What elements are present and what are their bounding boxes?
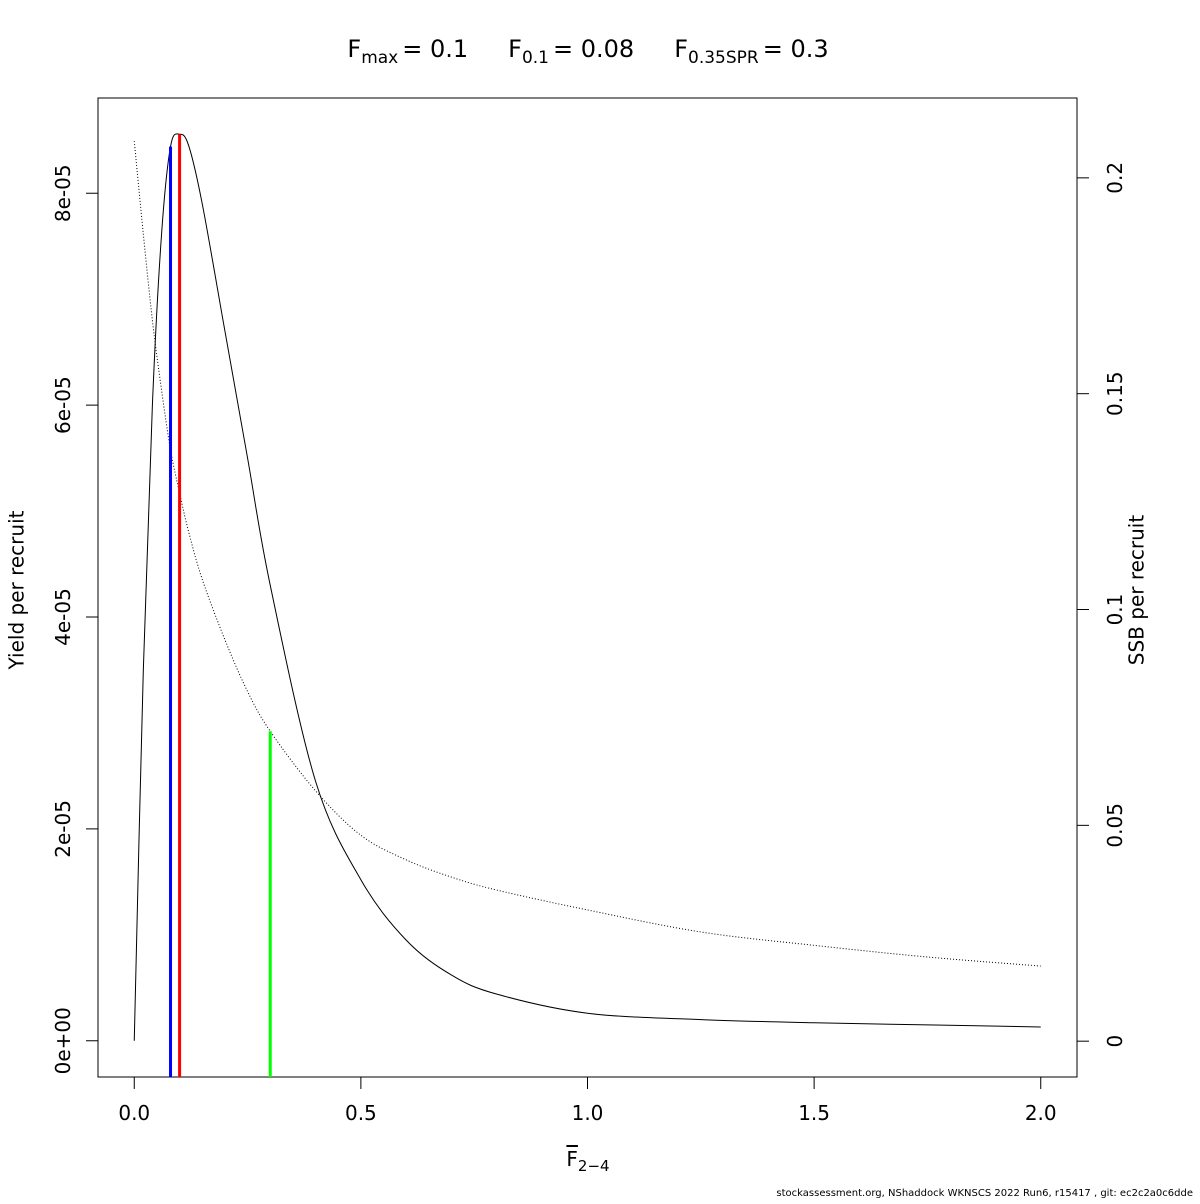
title-value: = 0.1 bbox=[402, 35, 468, 63]
title-symbol: F bbox=[508, 35, 522, 63]
x-tick-label: 1.5 bbox=[798, 1101, 830, 1125]
y2-tick-label: 0.05 bbox=[1103, 803, 1127, 848]
series-line bbox=[133, 133, 1041, 1041]
y-tick-label: 2e-05 bbox=[51, 800, 75, 858]
plot-frame bbox=[97, 97, 1078, 1078]
title-subscript: 0.1 bbox=[522, 48, 549, 68]
title-value: = 0.3 bbox=[763, 35, 829, 63]
footer: stockassessment.org, NShaddock WKNSCS 20… bbox=[776, 1188, 1193, 1199]
y-tick-label: 6e-05 bbox=[51, 376, 75, 434]
x-tick-label: 0.5 bbox=[345, 1101, 377, 1125]
y2-tick-label: 0 bbox=[1103, 1035, 1127, 1048]
y-tick-label: 4e-05 bbox=[51, 588, 75, 646]
chart-title: Fmax = 0.1 F0.1 = 0.08 F0.35SPR = 0.3 bbox=[347, 35, 828, 68]
y-axis-label: Yield per recruit bbox=[5, 510, 29, 670]
y2-axis-label: SSB per recruit bbox=[1125, 515, 1149, 666]
title-symbol: F bbox=[674, 35, 688, 63]
x-tick-label: 2.0 bbox=[1025, 1101, 1057, 1125]
title-value: = 0.08 bbox=[553, 35, 634, 63]
x-tick-label: 1.0 bbox=[572, 1101, 604, 1125]
y2-tick-label: 0.15 bbox=[1103, 371, 1127, 416]
title-symbol: F bbox=[347, 35, 361, 63]
y-tick-label: 0e+00 bbox=[51, 1007, 75, 1074]
x-label-symbol: F bbox=[566, 1147, 578, 1171]
y2-tick-label: 0.1 bbox=[1103, 594, 1127, 626]
y2-tick-label: 0.2 bbox=[1103, 162, 1127, 194]
x-tick-label: 0.0 bbox=[118, 1101, 150, 1125]
title-subscript: 0.35SPR bbox=[688, 48, 759, 68]
x-label-subscript: 2−4 bbox=[578, 1157, 610, 1175]
x-axis-label: F2−4 bbox=[566, 1147, 609, 1175]
y-tick-label: 8e-05 bbox=[51, 164, 75, 222]
title-subscript: max bbox=[361, 48, 398, 68]
